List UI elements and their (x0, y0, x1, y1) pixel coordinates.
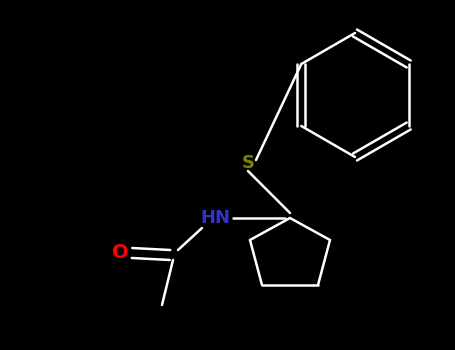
Text: HN: HN (200, 209, 230, 227)
Text: O: O (111, 244, 128, 262)
Text: S: S (242, 154, 254, 172)
